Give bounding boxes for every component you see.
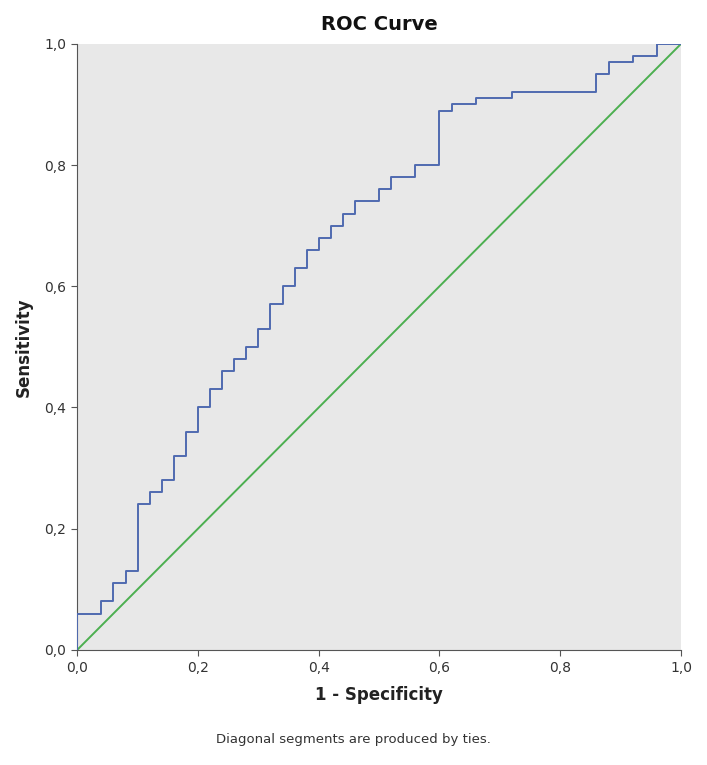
X-axis label: 1 - Specificity: 1 - Specificity xyxy=(315,686,443,704)
Title: ROC Curve: ROC Curve xyxy=(321,15,438,34)
Y-axis label: Sensitivity: Sensitivity xyxy=(15,297,33,397)
Text: Diagonal segments are produced by ties.: Diagonal segments are produced by ties. xyxy=(216,733,491,746)
